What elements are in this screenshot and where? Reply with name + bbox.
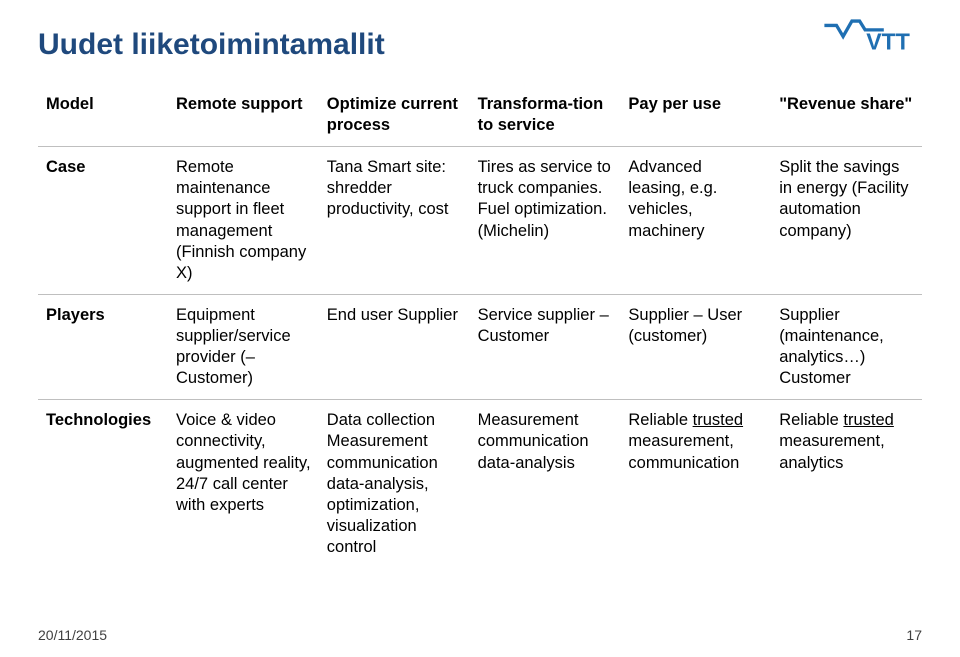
cell: Split the savings in energy (Facility au… (771, 147, 922, 295)
header-label: Model (38, 84, 168, 147)
cell: Supplier – User (customer) (620, 294, 771, 399)
row-label: Players (38, 294, 168, 399)
footer: 20/11/2015 17 (38, 627, 922, 643)
col-header: "Revenue share" (771, 84, 922, 147)
col-header: Transforma-tion to service (470, 84, 621, 147)
cell: Tires as service to truck companies. Fue… (470, 147, 621, 295)
col-header: Remote support (168, 84, 319, 147)
cell: Reliable trusted measurement, communicat… (620, 400, 771, 568)
cell: Service supplier – Customer (470, 294, 621, 399)
model-table: Model Remote support Optimize current pr… (38, 84, 922, 568)
slide-title: Uudet liiketoimintamallit (38, 28, 922, 62)
cell: Supplier (maintenance, analytics…) Custo… (771, 294, 922, 399)
row-label: Case (38, 147, 168, 295)
cell: Equipment supplier/service provider (–Cu… (168, 294, 319, 399)
cell: Reliable trusted measurement, analytics (771, 400, 922, 568)
row-label: Technologies (38, 400, 168, 568)
footer-date: 20/11/2015 (38, 627, 107, 643)
slide-container: VTT Uudet liiketoimintamallit Model Remo… (0, 0, 960, 657)
vtt-logo: VTT (820, 16, 930, 58)
cell: Remote maintenance support in fleet mana… (168, 147, 319, 295)
cell: Tana Smart site: shredder productivity, … (319, 147, 470, 295)
svg-text:VTT: VTT (866, 29, 910, 55)
footer-page: 17 (906, 627, 922, 643)
table-row: Case Remote maintenance support in fleet… (38, 147, 922, 295)
cell: Data collection Measurement communicatio… (319, 400, 470, 568)
cell: Voice & video connectivity, augmented re… (168, 400, 319, 568)
cell: Measurement communication data-analysis (470, 400, 621, 568)
col-header: Optimize current process (319, 84, 470, 147)
table-header-row: Model Remote support Optimize current pr… (38, 84, 922, 147)
col-header: Pay per use (620, 84, 771, 147)
table-row: Technologies Voice & video connectivity,… (38, 400, 922, 568)
cell: End user Supplier (319, 294, 470, 399)
cell: Advanced leasing, e.g. vehicles, machine… (620, 147, 771, 295)
table-row: Players Equipment supplier/service provi… (38, 294, 922, 399)
